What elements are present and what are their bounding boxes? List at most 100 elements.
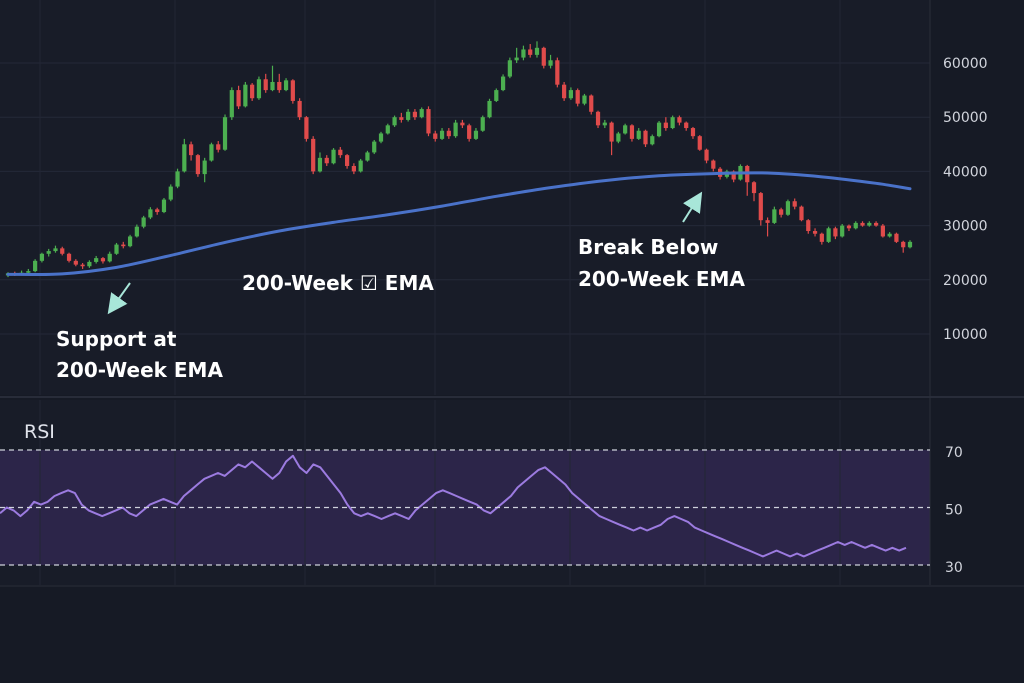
candle-down [66,253,72,261]
candle-down [575,90,580,104]
candle-up [507,60,512,77]
candle-up [26,271,31,273]
candle-up [53,248,58,252]
candle-down [351,165,356,172]
candle-down [758,193,763,221]
candle-up [406,111,411,120]
support-annotation-line2: 200-Week EMA [56,358,223,382]
candle-down [263,79,268,91]
candle-up [487,100,492,118]
candle-up [372,141,377,153]
candle-up [182,144,187,172]
candle-up [141,217,146,227]
candle-down [433,133,438,139]
candle-down [765,220,770,223]
candle-down [60,248,65,254]
candle-down [629,125,635,139]
candle-up [636,130,641,139]
candle-up [853,222,858,229]
candle-up [480,117,485,131]
candle-up [385,125,390,134]
candle-up [209,144,214,161]
rsi-reference-lines [0,449,930,566]
candle-up [39,253,45,261]
candle-down [690,128,696,137]
price-grid [0,0,930,395]
break-arrow [682,191,703,223]
candle-up [331,149,336,164]
candle-down [860,222,865,226]
rsi-tick-label: 50 [945,503,963,519]
candle-up [229,90,234,118]
rsi-line [0,454,907,558]
candle-up [168,186,173,200]
rsi-grid [39,400,841,585]
candle-down [344,155,350,166]
candle-down [297,100,302,118]
candle-down [894,233,899,242]
price-tick-label: 20000 [943,273,988,289]
price-tick-label: 60000 [943,56,988,72]
rsi-title: RSI [24,421,55,443]
candle-up [202,160,207,175]
price-tick-label: 40000 [943,164,988,180]
candle-down [412,111,418,118]
candle-down [555,60,560,85]
candle-down [426,109,431,134]
candle-up [148,209,153,218]
candle-up [785,201,791,215]
price-tick-label: 10000 [943,327,988,343]
candle-up [840,225,845,237]
candle-down [446,130,451,137]
candle-up [439,130,445,139]
candle-up [94,258,99,262]
candle-down [643,130,648,145]
candle-down [589,95,594,112]
candle-down [684,122,689,129]
support-annotation-line1: Support at [56,327,177,351]
candle-down [311,138,316,172]
candle-up [419,109,424,118]
support-arrow [107,282,131,315]
candle-down [277,81,282,91]
candle-down [833,228,838,237]
ema-label: 200-Week ☑ EMA [242,271,434,295]
candle-down [399,117,404,120]
candle-up [473,130,479,139]
candle-up [623,125,628,134]
candle-down [460,122,465,126]
break-annotation-line2: 200-Week EMA [578,267,745,291]
candle-down [704,149,709,161]
candle-down [541,47,546,66]
candle-down [195,155,200,175]
candle-up [867,222,872,226]
candle-up [670,117,675,129]
candle-down [73,260,78,265]
candle-down [324,157,329,164]
candle-down [806,220,811,232]
candle-down [799,206,804,221]
candle-down [595,111,601,126]
candle-down [697,136,702,150]
candle-down [751,182,757,194]
rsi-tick-label: 30 [945,560,963,576]
candle-up [358,160,363,172]
candle-down [528,49,533,55]
candle-down [731,171,736,180]
candle-down [677,117,682,123]
candle-up [887,233,892,237]
candle-up [616,133,621,142]
candle-down [792,201,797,207]
candle-up [568,90,574,99]
candle-down [901,241,906,248]
candle-up [656,122,662,137]
candle-down [873,222,879,226]
candle-up [548,60,553,66]
candle-up [222,117,228,150]
candle-down [663,122,668,129]
candle-up [33,260,38,272]
candle-up [500,76,506,91]
candle-up [365,152,370,161]
candle-up [256,79,262,99]
candle-up [161,199,167,213]
